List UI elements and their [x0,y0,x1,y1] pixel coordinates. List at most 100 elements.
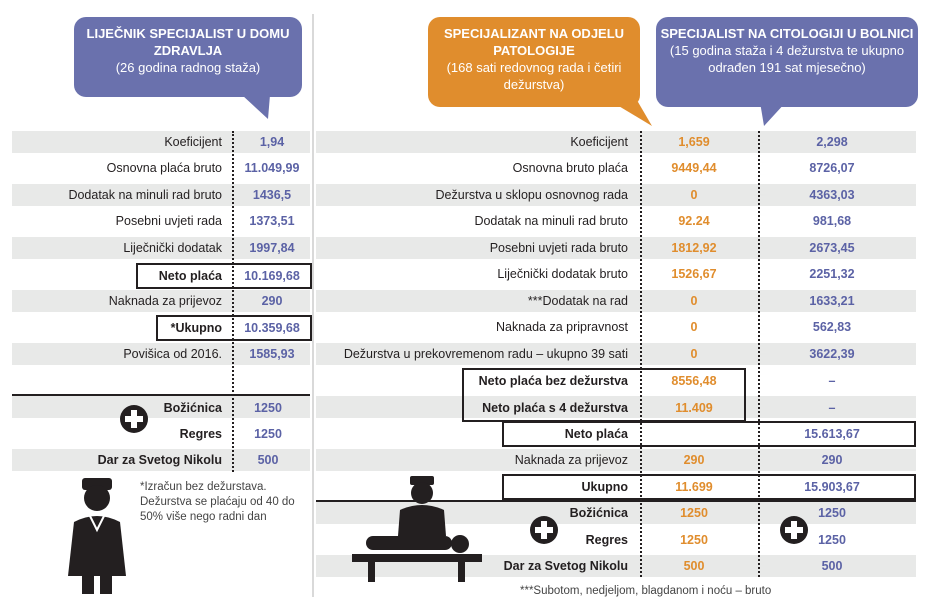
right-value-a: 8556,48 [671,374,717,388]
right-value-b: 2,298 [816,135,848,149]
middle-header-bubble: SPECIJALIZANT NA ODJELU PATOLOGIJE (168 … [428,17,640,107]
right-label: Dežurstva u prekovremenom radu – ukupno … [343,347,628,361]
middle-header-subtitle: (168 sati redovnog rada i četiri dežurst… [446,60,622,92]
right-value-a: 500 [683,559,705,573]
right-value-a: 0 [690,347,698,361]
right-value-a: 1526,67 [671,267,717,281]
left-row-shade [12,237,310,259]
left-header-title: LIJEČNIK SPECIJALIST U DOMU ZDRAVLJA [86,26,290,58]
right-ukupno-box [502,474,916,500]
right-value-a: 1250 [680,506,708,520]
doctor-icon [68,478,126,594]
right-row-shade [316,290,916,312]
right-dotted-divider-2 [758,131,760,577]
left-bubble-tail [242,95,270,119]
right-value-b: 2673,45 [809,241,855,255]
left-extra-label: Božićnica [163,401,222,415]
right-value-a: 290 [683,453,705,467]
right-row-shade [316,343,916,365]
right-value-a: 0 [690,188,698,202]
left-value: 290 [261,294,283,308]
left-row-shade [12,184,310,206]
right-divider-line [316,500,916,502]
left-row-shade [12,131,310,153]
right-header-title: SPECIJALIST NA CITOLOGIJI U BOLNICI [660,26,914,41]
left-value: 1585,93 [249,347,295,361]
right-header-bubble: SPECIJALIST NA CITOLOGIJI U BOLNICI (15 … [656,17,918,107]
right-row-shade [316,502,916,524]
right-value-b: 1250 [818,506,846,520]
left-label: Naknada za prijevoz [108,294,222,308]
right-value-b: 500 [821,559,843,573]
right-label: Dodatak na minuli rad bruto [474,214,628,228]
left-extra-label: Regres [179,427,222,441]
right-value-b: 562,83 [812,320,852,334]
right-label: Neto plaća bez dežurstva [478,374,628,388]
right-plus-icon-2 [780,516,808,544]
right-label: ***Dodatak na rad [527,294,628,308]
right-value-b: 4363,03 [809,188,855,202]
left-label: Posebni uvjeti rada [115,214,222,228]
left-value: 1,94 [259,135,285,149]
right-row-shade [316,237,916,259]
right-value-b: 3622,39 [809,347,855,361]
right-value-b: 2251,32 [809,267,855,281]
left-label: *Ukupno [170,321,222,335]
right-footnote: ***Subotom, nedjeljom, blagdanom i noću … [520,585,772,597]
left-row-shade [12,449,310,471]
right-value-b: – [828,401,836,415]
right-value-a: 11.699 [675,480,713,494]
left-row-shade [12,396,310,418]
left-extra-label: Dar za Svetog Nikolu [97,453,222,467]
right-value-b: 981,68 [812,214,852,228]
right-value-a: 0 [690,320,698,334]
right-label: Liječnički dodatak bruto [497,267,628,281]
left-label: Koeficijent [164,135,222,149]
right-value-a: 1250 [680,533,708,547]
right-value-a: 1,659 [678,135,710,149]
left-value: 1436,5 [252,188,292,202]
left-plus-icon [120,405,148,433]
middle-bubble-tail [612,102,652,126]
left-dotted-divider [232,131,234,472]
right-value-b: – [828,374,836,388]
right-value-b: 8726,07 [809,161,855,175]
left-header-bubble: LIJEČNIK SPECIJALIST U DOMU ZDRAVLJA (26… [74,17,302,97]
right-value-a: 9449,44 [671,161,717,175]
right-label: Neto plaća [564,427,628,441]
right-label: Dar za Svetog Nikolu [503,559,628,573]
right-value-a: 11.409 [675,401,713,415]
left-label: Liječnički dodatak [123,241,222,255]
left-value: 1997,84 [249,241,295,255]
right-label: Ukupno [581,480,628,494]
right-label: Regres [585,533,628,547]
right-label: Koeficijent [570,135,628,149]
left-row-shade [12,343,310,365]
right-label: Naknada za prijevoz [514,453,628,467]
right-dotted-divider-1 [640,131,642,577]
left-extra-value: 500 [257,453,279,467]
left-extra-value: 1250 [254,427,282,441]
right-label: Posebni uvjeti rada bruto [489,241,628,255]
right-neto-box [502,421,916,447]
column-separator [312,14,314,597]
left-extra-value: 1250 [254,401,282,415]
left-value: 10.359,68 [244,321,300,335]
right-label: Božićnica [569,506,628,520]
left-header-subtitle: (26 godina radnog staža) [115,60,261,75]
right-label: Naknada za pripravnost [495,320,628,334]
left-neto-box [136,263,312,289]
right-row-shade [316,131,916,153]
right-value-a: 1812,92 [671,241,717,255]
left-ukupno-box [156,315,312,341]
right-row-shade [316,449,916,471]
right-header-subtitle: (15 godina staža i 4 dežurstva te ukupno… [669,43,905,75]
right-value-b: 1250 [818,533,846,547]
right-label: Neto plaća s 4 dežurstva [482,401,628,415]
left-label: Neto plaća [158,269,222,283]
right-plus-icon-1 [530,516,558,544]
left-label: Osnovna plaća bruto [106,161,222,175]
right-label: Dežurstva u sklopu osnovnog rada [435,188,628,202]
middle-header-title: SPECIJALIZANT NA ODJELU PATOLOGIJE [443,26,625,58]
left-divider-line [12,394,310,396]
